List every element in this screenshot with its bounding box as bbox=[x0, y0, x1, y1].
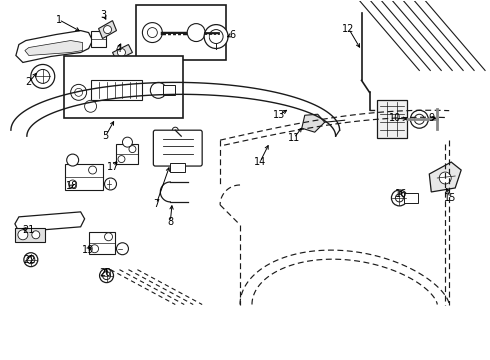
Bar bbox=[15, 228, 45, 242]
Circle shape bbox=[204, 24, 228, 49]
Text: 7: 7 bbox=[153, 199, 159, 209]
Polygon shape bbox=[15, 212, 85, 232]
Circle shape bbox=[102, 272, 111, 280]
Circle shape bbox=[69, 180, 76, 188]
Circle shape bbox=[172, 127, 178, 133]
Text: 11: 11 bbox=[288, 133, 300, 143]
Circle shape bbox=[178, 133, 184, 139]
Text: 2: 2 bbox=[25, 77, 32, 87]
Text: 19: 19 bbox=[81, 245, 94, 255]
Circle shape bbox=[129, 146, 136, 153]
Circle shape bbox=[104, 233, 113, 241]
Bar bbox=[91, 80, 143, 100]
Bar bbox=[377, 100, 407, 138]
Polygon shape bbox=[25, 41, 83, 55]
Polygon shape bbox=[98, 21, 117, 39]
Circle shape bbox=[24, 253, 38, 267]
Bar bbox=[136, 5, 226, 60]
FancyBboxPatch shape bbox=[153, 130, 202, 166]
Circle shape bbox=[103, 26, 112, 33]
Circle shape bbox=[85, 100, 97, 112]
Text: 10: 10 bbox=[389, 113, 401, 123]
Text: 15: 15 bbox=[444, 193, 456, 203]
Bar bbox=[117, 144, 138, 164]
Text: 21: 21 bbox=[23, 225, 35, 235]
Text: 14: 14 bbox=[254, 157, 266, 167]
Circle shape bbox=[143, 23, 162, 42]
Text: 3: 3 bbox=[100, 10, 107, 20]
Circle shape bbox=[147, 28, 157, 37]
Polygon shape bbox=[16, 31, 93, 62]
Circle shape bbox=[150, 82, 166, 98]
Bar bbox=[91, 31, 105, 46]
Circle shape bbox=[392, 190, 407, 206]
Circle shape bbox=[122, 137, 132, 147]
Circle shape bbox=[67, 154, 78, 166]
Polygon shape bbox=[429, 162, 461, 192]
Circle shape bbox=[27, 256, 35, 264]
Text: 8: 8 bbox=[167, 217, 173, 227]
Circle shape bbox=[209, 30, 223, 44]
Text: 18: 18 bbox=[66, 181, 78, 191]
Bar bbox=[65, 164, 102, 190]
Text: 17: 17 bbox=[107, 162, 120, 172]
Circle shape bbox=[118, 156, 125, 163]
Circle shape bbox=[99, 269, 114, 283]
Bar bbox=[163, 85, 175, 95]
Bar bbox=[89, 232, 115, 254]
Text: 1: 1 bbox=[56, 15, 62, 24]
Text: 5: 5 bbox=[102, 131, 109, 141]
Circle shape bbox=[74, 88, 83, 96]
Circle shape bbox=[410, 110, 428, 128]
Circle shape bbox=[395, 194, 403, 202]
Circle shape bbox=[91, 245, 98, 253]
Polygon shape bbox=[113, 45, 132, 60]
Circle shape bbox=[18, 230, 28, 240]
Text: 13: 13 bbox=[273, 110, 285, 120]
Circle shape bbox=[104, 178, 117, 190]
Circle shape bbox=[117, 243, 128, 255]
Text: 12: 12 bbox=[343, 24, 355, 33]
Text: 9: 9 bbox=[428, 113, 434, 123]
Circle shape bbox=[32, 231, 40, 239]
Text: 16: 16 bbox=[395, 189, 408, 199]
Bar bbox=[404, 193, 418, 203]
Polygon shape bbox=[302, 114, 325, 132]
Circle shape bbox=[71, 84, 87, 100]
Circle shape bbox=[187, 24, 205, 41]
Text: 20: 20 bbox=[99, 267, 112, 278]
Bar bbox=[171, 163, 185, 172]
Bar bbox=[64, 57, 183, 118]
Text: 22: 22 bbox=[24, 255, 36, 265]
Circle shape bbox=[89, 166, 97, 174]
Circle shape bbox=[118, 49, 125, 57]
Text: 4: 4 bbox=[116, 44, 122, 54]
Circle shape bbox=[31, 64, 55, 88]
Circle shape bbox=[439, 172, 451, 184]
Text: 6: 6 bbox=[229, 30, 235, 40]
Circle shape bbox=[36, 69, 50, 84]
Circle shape bbox=[415, 114, 424, 124]
